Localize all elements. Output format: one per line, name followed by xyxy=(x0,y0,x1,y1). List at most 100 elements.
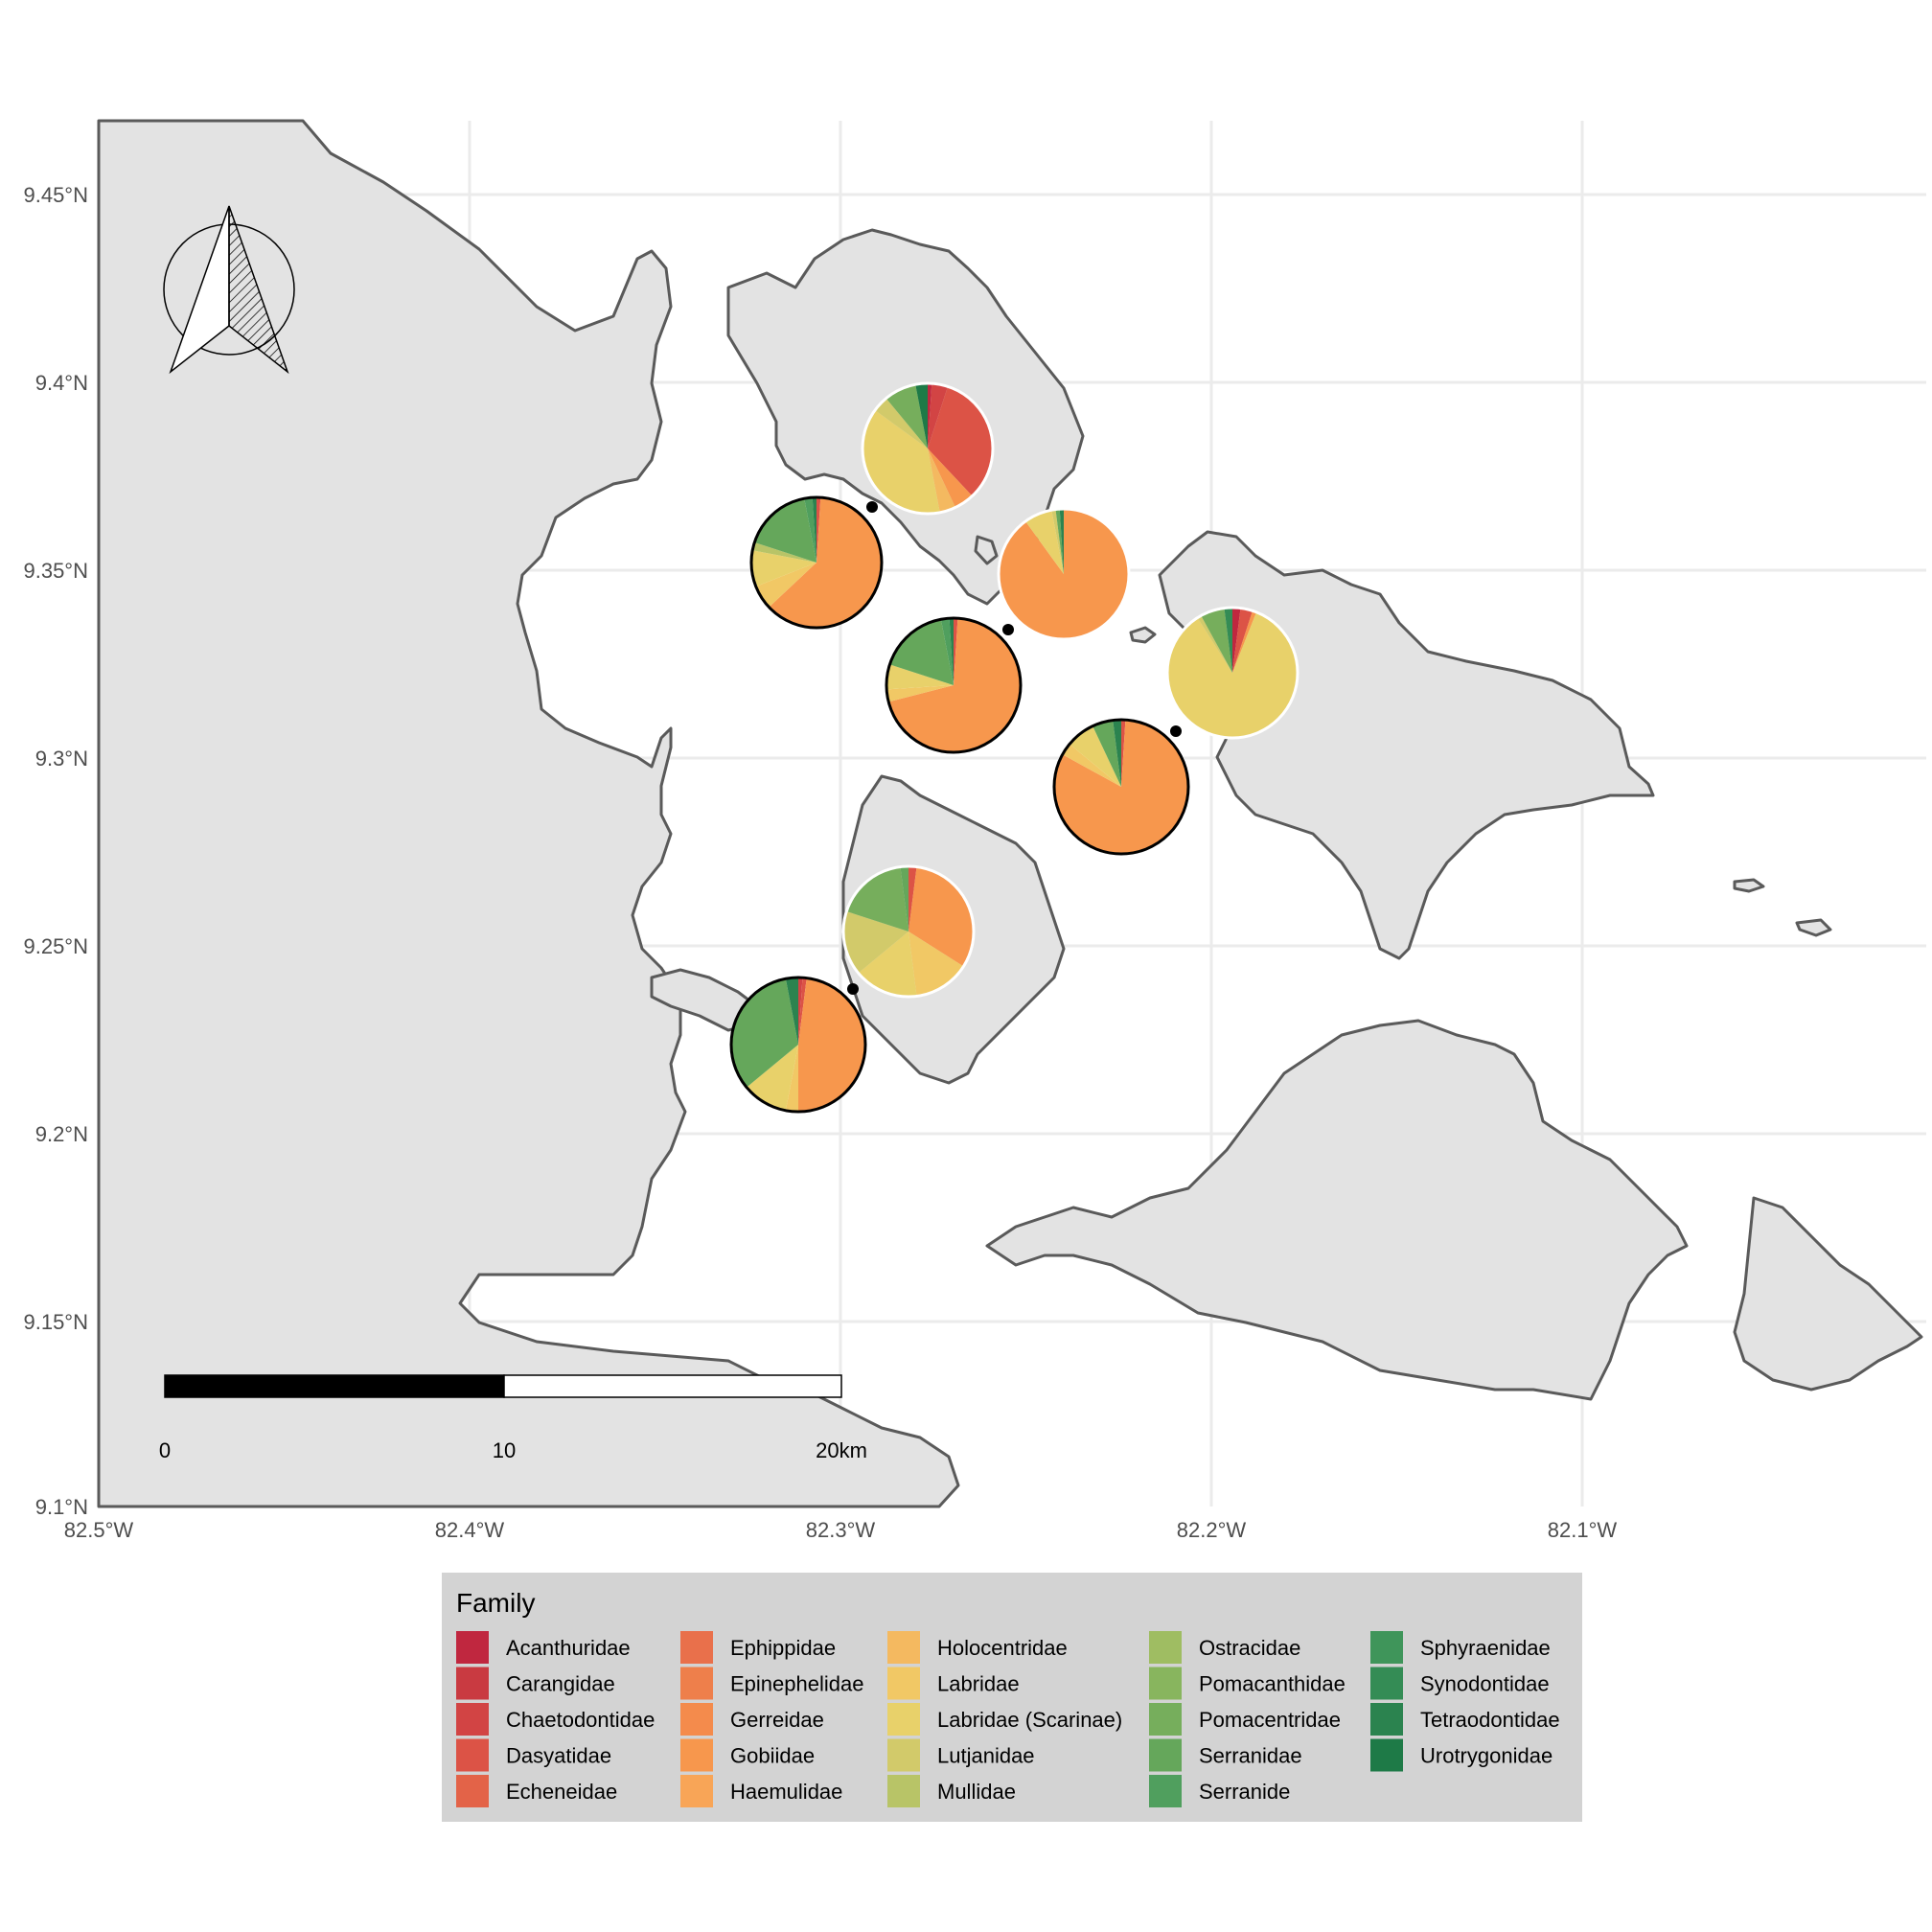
legend-swatch xyxy=(887,1703,920,1736)
pie-slice xyxy=(751,550,816,587)
pie-slice xyxy=(1062,744,1121,787)
site-pie xyxy=(997,507,1131,641)
legend-swatch xyxy=(1149,1775,1182,1807)
legend-label: Gerreidae xyxy=(730,1708,824,1732)
pie-outline xyxy=(997,507,1131,641)
pie-slice xyxy=(1025,510,1064,574)
pie-slice xyxy=(908,866,975,967)
pie-slice xyxy=(915,383,928,448)
pie-slice xyxy=(886,664,954,690)
pie-slice xyxy=(747,1045,798,1111)
y-tick-label: 9.4°N xyxy=(35,371,88,395)
pie-slice xyxy=(886,685,954,702)
pie-slice xyxy=(754,498,816,563)
legend-swatch xyxy=(456,1667,489,1700)
pie-slice xyxy=(949,618,954,685)
legend-swatch xyxy=(456,1631,489,1664)
legend-swatch xyxy=(1370,1738,1403,1772)
scale-label-twenty: 20km xyxy=(816,1438,867,1462)
legend-label: Lutjanidae xyxy=(937,1744,1035,1768)
legend-swatch xyxy=(1149,1667,1182,1700)
southeast-island xyxy=(1733,1196,1923,1392)
site-pie xyxy=(1165,606,1300,740)
scale-label-ten: 10 xyxy=(493,1438,516,1462)
pie-slice xyxy=(785,1045,798,1112)
legend-title: Family xyxy=(456,1588,535,1618)
legend-swatch xyxy=(887,1775,920,1807)
legend-swatch xyxy=(456,1703,489,1736)
legend-label: Ephippidae xyxy=(730,1636,836,1660)
y-tick-label: 9.2°N xyxy=(35,1122,88,1146)
y-tick-label: 9.35°N xyxy=(23,559,88,583)
legend-swatch xyxy=(680,1667,713,1700)
pie-slice xyxy=(730,978,798,1088)
y-axis: 9.45°N 9.4°N 9.35°N 9.3°N 9.25°N 9.2°N 9… xyxy=(23,183,88,1519)
legend-swatch xyxy=(680,1775,713,1807)
pie-slice xyxy=(1070,725,1121,787)
legend-swatch xyxy=(1149,1738,1182,1772)
pie-slice xyxy=(816,497,821,563)
pie-slice xyxy=(812,497,816,563)
pie-outline xyxy=(1165,606,1300,740)
legend-label: Labridae xyxy=(937,1672,1020,1696)
legend-swatch xyxy=(456,1775,489,1807)
legend-swatch xyxy=(1370,1631,1403,1664)
pie-slice xyxy=(928,383,949,448)
x-tick-label: 82.4°W xyxy=(435,1518,505,1542)
site-pie xyxy=(1052,718,1190,856)
legend-label: Dasyatidae xyxy=(506,1744,611,1768)
pie-slice xyxy=(908,866,917,932)
legend-swatch xyxy=(1149,1703,1182,1736)
legend-label: Pomacentridae xyxy=(1199,1708,1341,1732)
legend-swatch xyxy=(680,1631,713,1664)
legend-label: Holocentridae xyxy=(937,1636,1068,1660)
y-tick-label: 9.45°N xyxy=(23,183,88,207)
x-tick-label: 82.2°W xyxy=(1177,1518,1247,1542)
site-pie xyxy=(749,495,884,630)
site-point xyxy=(1170,725,1182,737)
pie-outline xyxy=(885,616,1023,754)
legend-label: Ostracidae xyxy=(1199,1636,1300,1660)
pie-slice xyxy=(755,563,816,608)
site-pie xyxy=(861,381,995,516)
scale-label-zero: 0 xyxy=(159,1438,171,1462)
pie-outline xyxy=(749,495,884,630)
legend-label: Acanthuridae xyxy=(506,1636,631,1660)
pie-slice xyxy=(928,448,955,513)
x-tick-label: 82.3°W xyxy=(806,1518,876,1542)
pie-slice xyxy=(1166,611,1298,738)
site-layer xyxy=(729,381,1300,1114)
x-tick-label: 82.5°W xyxy=(64,1518,134,1542)
y-tick-label: 9.3°N xyxy=(35,747,88,770)
pie-slice xyxy=(862,410,940,514)
site-point xyxy=(1002,624,1014,635)
pie-slice xyxy=(1197,615,1232,673)
legend-label: Pomacanthidae xyxy=(1199,1672,1346,1696)
x-tick-label: 82.1°W xyxy=(1548,1518,1618,1542)
pie-slice xyxy=(1059,509,1064,574)
pie-slice xyxy=(1232,608,1254,673)
pie-slice xyxy=(798,978,803,1045)
legend-label: Labridae (Scarinae) xyxy=(937,1708,1122,1732)
pie-outline xyxy=(841,864,976,999)
pie-slice xyxy=(752,541,816,563)
pie-outline xyxy=(861,381,995,516)
pie-outline xyxy=(1052,718,1190,856)
y-tick-label: 9.1°N xyxy=(35,1495,88,1519)
y-tick-label: 9.15°N xyxy=(23,1310,88,1334)
legend-label: Haemulidae xyxy=(730,1780,842,1804)
western-mainland xyxy=(97,119,960,1508)
pie-slice xyxy=(1051,509,1064,574)
legend-label: Epinephelidae xyxy=(730,1672,863,1696)
southern-mainland xyxy=(985,1019,1689,1401)
legend-label: Serranidae xyxy=(1199,1744,1302,1768)
pie-slice xyxy=(843,910,908,974)
pie-slice xyxy=(846,866,908,932)
legend-label: Gobiidae xyxy=(730,1744,815,1768)
legend-swatch xyxy=(887,1631,920,1664)
legend-label: Echeneidae xyxy=(506,1780,617,1804)
legend-swatch xyxy=(1370,1703,1403,1736)
pie-slice xyxy=(928,383,932,448)
islet-3 xyxy=(1129,626,1157,644)
